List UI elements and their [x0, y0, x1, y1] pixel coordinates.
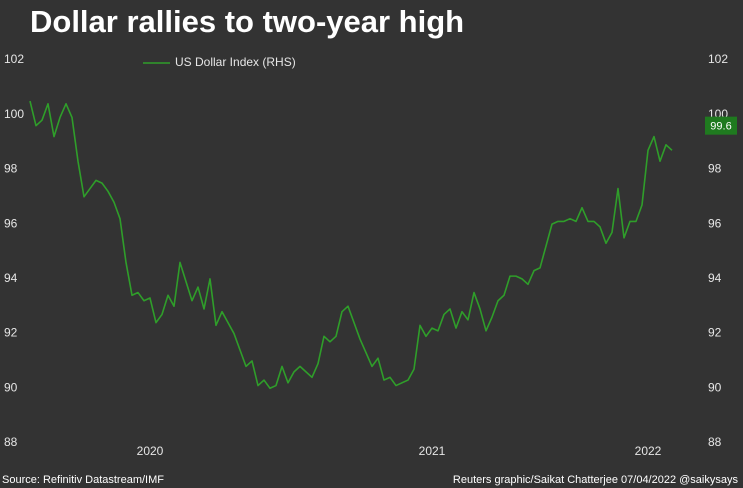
y2-tick-label: 88 [708, 435, 722, 449]
y-tick-label: 98 [4, 162, 18, 176]
y-tick-label: 92 [4, 326, 18, 340]
y2-tick-label: 94 [708, 271, 722, 285]
y2-tick-label: 92 [708, 326, 722, 340]
y-tick-label: 102 [4, 52, 24, 66]
x-tick-label: 2021 [419, 444, 446, 458]
legend-label: US Dollar Index (RHS) [175, 55, 296, 69]
x-tick-label: 2020 [137, 444, 164, 458]
y-tick-label: 94 [4, 271, 18, 285]
y-tick-label: 100 [4, 107, 24, 121]
credit: Reuters graphic/Saikat Chatterjee 07/04/… [453, 474, 739, 486]
y2-tick-label: 96 [708, 216, 722, 230]
x-tick-label: 2022 [635, 444, 662, 458]
value-badge-label: 99.6 [710, 121, 731, 133]
source: Source: Refinitiv Datastream/IMF [2, 474, 164, 486]
y-tick-label: 88 [4, 435, 18, 449]
y2-tick-label: 102 [708, 52, 728, 66]
value-badge [705, 116, 737, 135]
chart-title: Dollar rallies to two-year high [30, 4, 464, 39]
y-tick-label: 90 [4, 380, 18, 394]
data-line [29, 100, 673, 390]
y2-tick-label: 90 [708, 380, 722, 394]
y2-tick-label: 98 [708, 162, 722, 176]
y-tick-label: 96 [4, 216, 18, 230]
